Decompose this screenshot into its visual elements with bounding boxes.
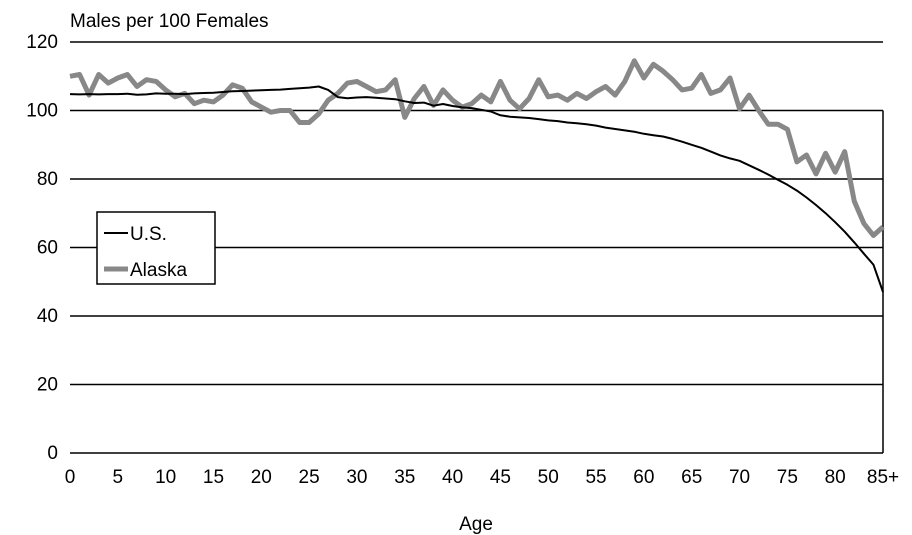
legend-label-alaska: Alaska xyxy=(130,260,187,281)
y-axis-ticks: 0 20 40 60 80 100 120 xyxy=(26,32,58,464)
x-tick-label: 70 xyxy=(729,467,750,488)
series-line-us xyxy=(69,85,884,293)
x-tick-label: 85+ xyxy=(867,467,899,488)
series-layer xyxy=(69,58,885,293)
x-tick-label: 30 xyxy=(346,467,367,488)
legend-box xyxy=(96,211,216,285)
legend-label-us: U.S. xyxy=(130,224,167,245)
x-tick-label: 60 xyxy=(633,467,654,488)
y-tick-label: 100 xyxy=(26,101,58,122)
series-line-alaska xyxy=(69,58,885,238)
x-tick-label: 45 xyxy=(490,467,511,488)
y-axis-title: Males per 100 Females xyxy=(70,11,269,32)
x-tick-label: 75 xyxy=(777,467,798,488)
x-tick-label: 55 xyxy=(585,467,606,488)
x-tick-label: 40 xyxy=(442,467,463,488)
y-tick-label: 60 xyxy=(37,238,58,259)
y-tick-label: 80 xyxy=(37,169,58,190)
y-tick-label: 20 xyxy=(37,375,58,396)
x-axis-title: Age xyxy=(459,514,493,535)
x-tick-label: 80 xyxy=(825,467,846,488)
x-tick-label: 20 xyxy=(251,467,272,488)
x-axis-ticks: 0 5 10 15 20 25 30 35 40 45 50 55 60 65 70 75 80 85+ xyxy=(65,467,899,488)
x-tick-label: 65 xyxy=(681,467,702,488)
x-tick-label: 10 xyxy=(155,467,176,488)
y-tick-label: 0 xyxy=(47,443,58,464)
x-tick-label: 50 xyxy=(538,467,559,488)
y-tick-label: 120 xyxy=(26,32,58,53)
x-tick-label: 5 xyxy=(113,467,124,488)
x-tick-label: 15 xyxy=(203,467,224,488)
legend: U.S. Alaska xyxy=(96,211,216,285)
y-tick-label: 40 xyxy=(37,306,58,327)
x-tick-label: 0 xyxy=(65,467,76,488)
x-tick-label: 35 xyxy=(394,467,415,488)
x-tick-label: 25 xyxy=(299,467,320,488)
